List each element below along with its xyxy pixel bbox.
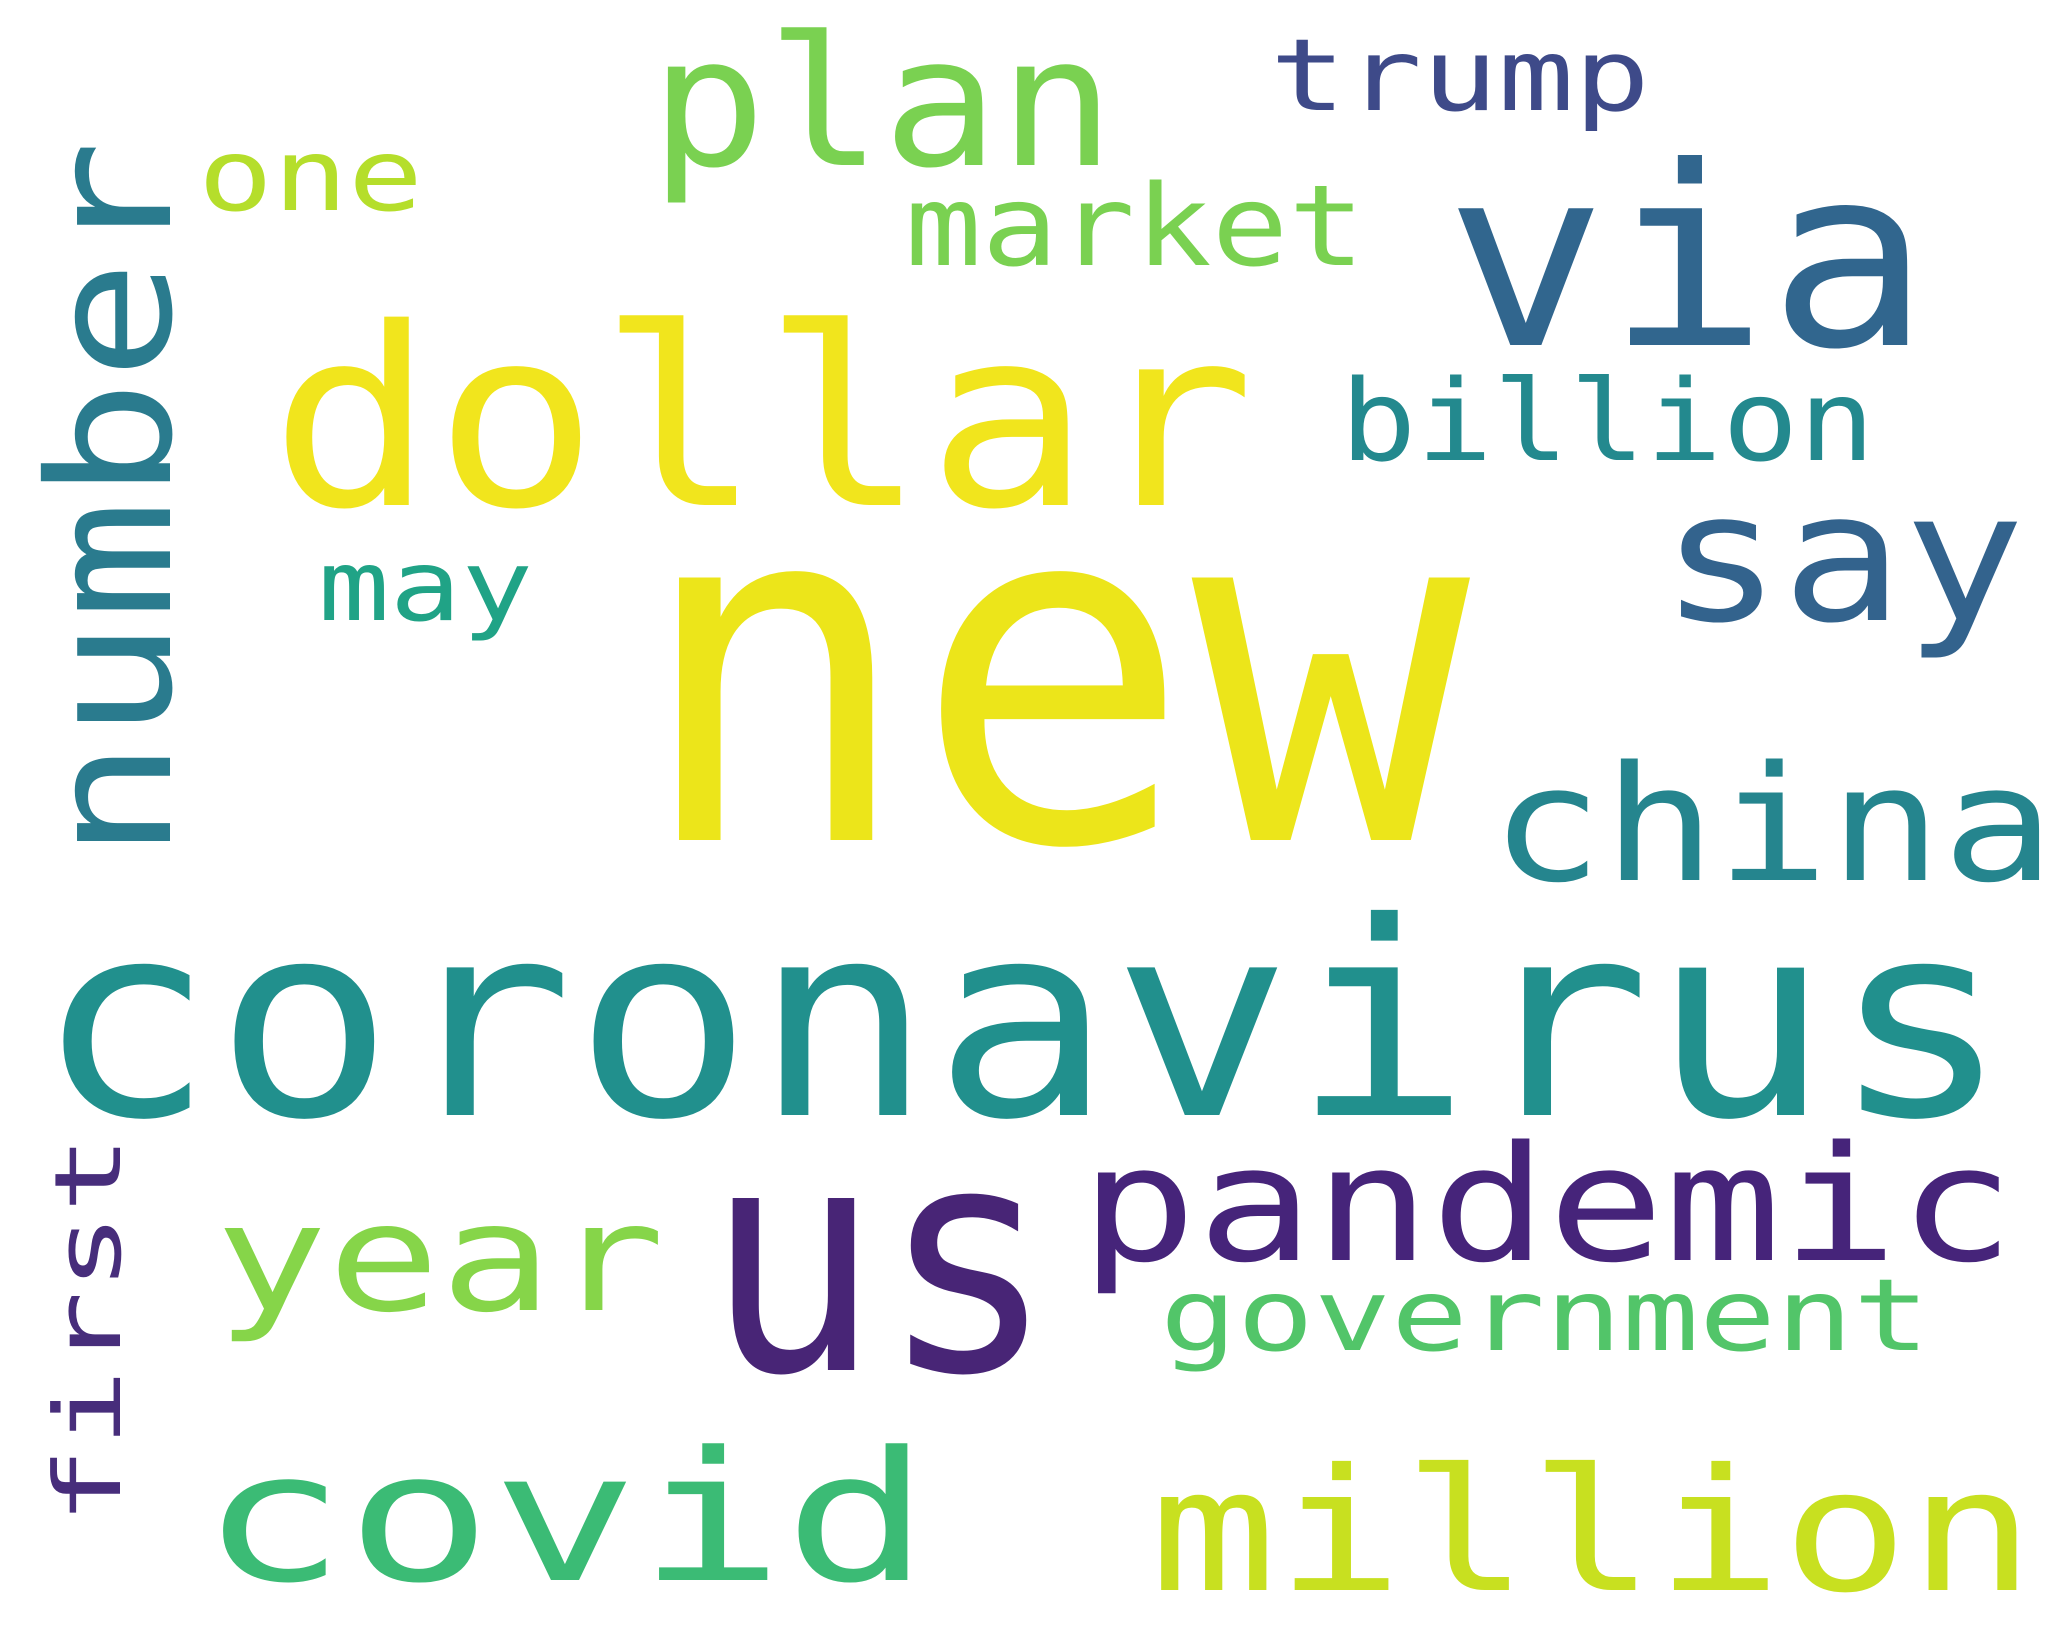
word-government: government xyxy=(1160,1257,1930,1374)
word-new: new xyxy=(635,395,1473,954)
word-first: first xyxy=(35,1135,142,1525)
word-billion: billion xyxy=(1340,357,1875,487)
word-china: china xyxy=(1490,731,2052,918)
word-coronavirus: coronavirus xyxy=(35,864,2010,1179)
word-say: say xyxy=(1660,454,2025,663)
word-number: number xyxy=(13,140,211,860)
word-trump: trump xyxy=(1270,17,1650,134)
word-us: us xyxy=(705,1079,1055,1445)
word-market: market xyxy=(905,162,1365,292)
word-year: year xyxy=(215,1172,665,1346)
word-covid: covid xyxy=(200,1414,930,1623)
word-pandemic: pandemic xyxy=(1080,1111,2015,1298)
word-dollar: dollar xyxy=(270,276,1255,564)
word-via: via xyxy=(1445,113,1930,404)
word-million: million xyxy=(1150,1433,2035,1631)
word-plan: plan xyxy=(650,0,1115,208)
word-may: may xyxy=(318,530,533,644)
word-one: one xyxy=(198,117,423,234)
